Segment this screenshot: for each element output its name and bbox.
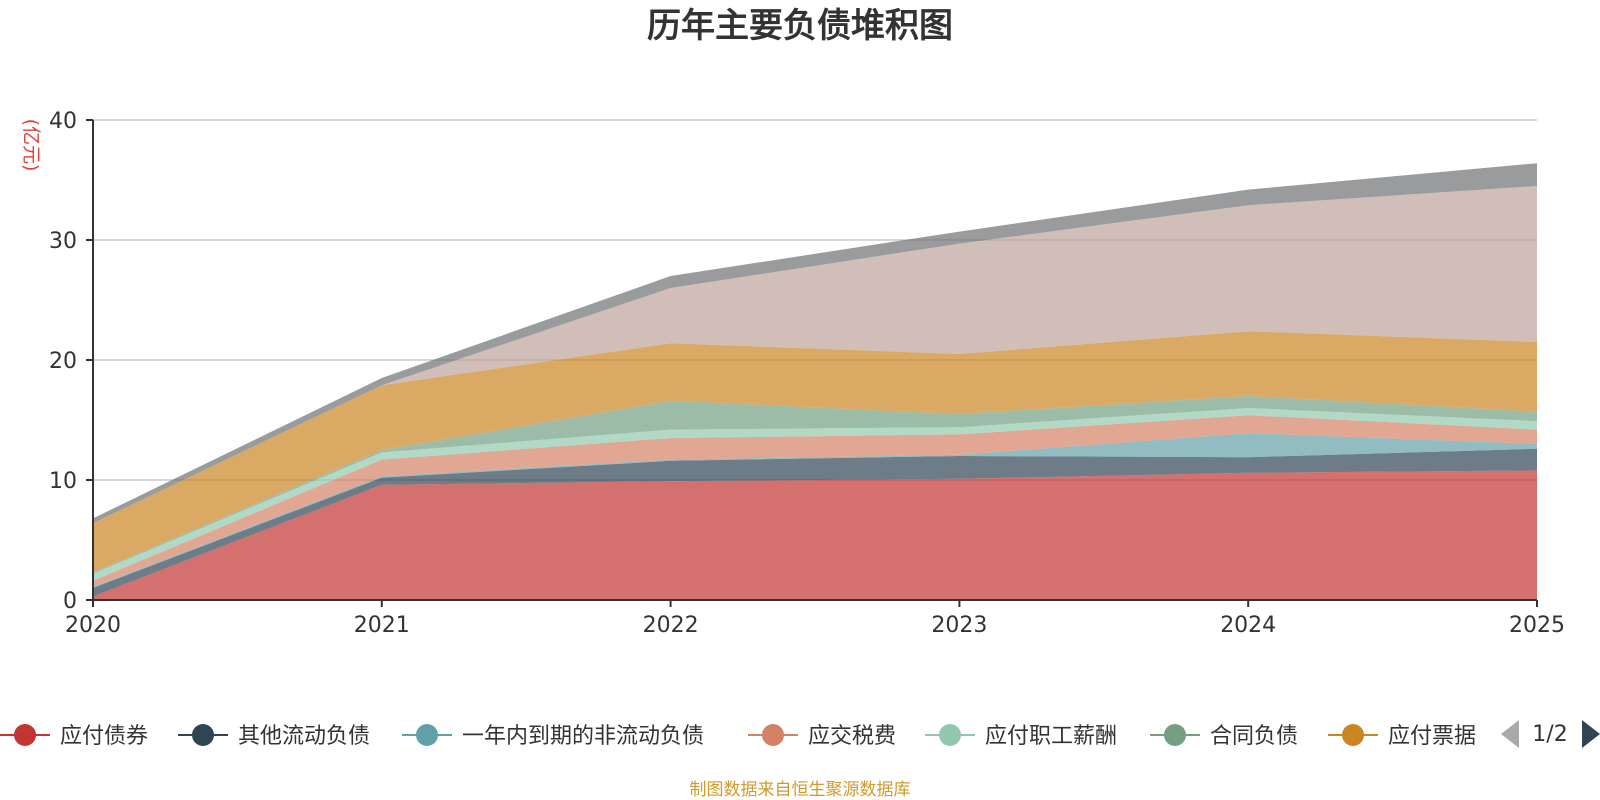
legend-marker-icon xyxy=(939,724,961,746)
area-应付账款[interactable] xyxy=(93,186,1537,524)
source-note: 制图数据来自恒生聚源数据库 xyxy=(690,780,911,800)
legend-marker-icon xyxy=(1164,724,1186,746)
x-tick-label: 2021 xyxy=(354,613,410,638)
y-tick-label: 40 xyxy=(49,109,77,134)
legend-marker-icon xyxy=(1342,724,1364,746)
legend-pager: 1/2 xyxy=(1501,720,1600,748)
y-axis-unit-label: (亿元) xyxy=(20,119,42,172)
x-axis-ticks: 2020 2021 2022 2023 2024 2025 xyxy=(65,600,1565,638)
area-series-group xyxy=(93,163,1537,600)
triangle-right-icon[interactable] xyxy=(1582,720,1600,748)
area-应付债券[interactable] xyxy=(93,470,1537,600)
legend-item[interactable]: 应付职工薪酬 xyxy=(925,724,1117,749)
y-tick-label: 10 xyxy=(49,469,77,494)
legend-item[interactable]: 应交税费 xyxy=(748,724,896,749)
x-tick-label: 2024 xyxy=(1220,613,1276,638)
area-应付票据[interactable] xyxy=(93,331,1537,573)
legend-marker-icon xyxy=(14,724,36,746)
legend-label: 合同负债 xyxy=(1210,724,1298,749)
legend-item[interactable]: 其他流动负债 xyxy=(178,724,370,749)
legend-label: 应付职工薪酬 xyxy=(985,724,1117,749)
x-tick-label: 2025 xyxy=(1509,613,1565,638)
legend-label: 应交税费 xyxy=(808,724,896,749)
legend-marker-icon xyxy=(416,724,438,746)
chart-title: 历年主要负债堆积图 xyxy=(647,6,953,46)
legend: 应付债券 其他流动负债 一年内到期的非流动负债 应交税费 应付职工薪酬 合同负债 应付票据 xyxy=(0,724,1476,749)
x-tick-label: 2023 xyxy=(931,613,987,638)
legend-item[interactable]: 应付票据 xyxy=(1328,724,1476,749)
x-tick-label: 2020 xyxy=(65,613,121,638)
legend-label: 其他流动负债 xyxy=(238,724,370,749)
legend-item[interactable]: 应付债券 xyxy=(0,724,148,749)
triangle-left-icon[interactable] xyxy=(1501,720,1519,748)
legend-marker-icon xyxy=(192,724,214,746)
area-一年内到期的非流动负债[interactable] xyxy=(93,433,1537,588)
y-tick-label: 30 xyxy=(49,229,77,254)
y-tick-label: 0 xyxy=(63,589,77,614)
x-tick-label: 2022 xyxy=(643,613,699,638)
legend-label: 应付债券 xyxy=(60,724,148,749)
area-合同负债[interactable] xyxy=(93,396,1537,574)
legend-label: 一年内到期的非流动负债 xyxy=(462,724,704,749)
legend-marker-icon xyxy=(762,724,784,746)
legend-item[interactable]: 合同负债 xyxy=(1150,724,1298,749)
legend-page-indicator: 1/2 xyxy=(1532,722,1567,747)
legend-label: 应付票据 xyxy=(1388,724,1476,749)
area-其他流动负债[interactable] xyxy=(93,448,1537,597)
legend-item[interactable]: 一年内到期的非流动负债 xyxy=(402,724,704,749)
area-应付职工薪酬[interactable] xyxy=(93,408,1537,581)
area-应交税费[interactable] xyxy=(93,415,1537,587)
y-tick-label: 20 xyxy=(49,349,77,374)
y-axis-ticks: 0 10 20 30 40 xyxy=(49,109,93,614)
